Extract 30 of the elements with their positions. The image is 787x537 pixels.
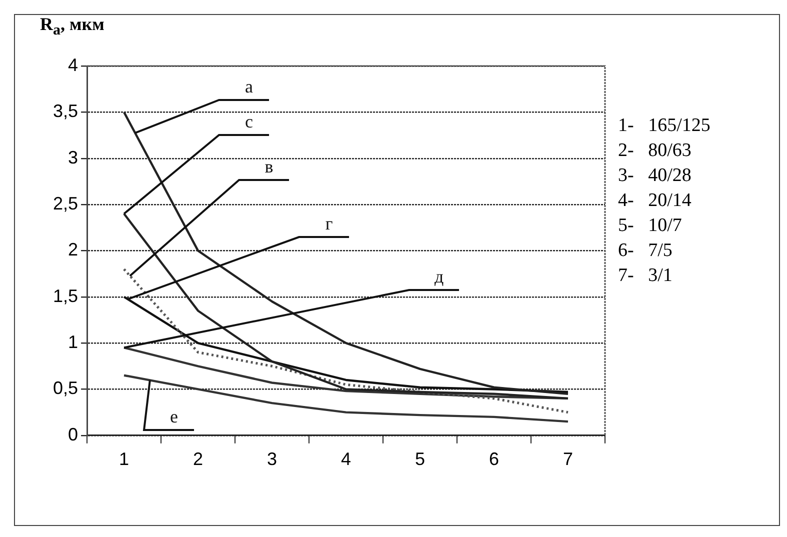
y-tick-label: 4 [68,54,78,75]
x-tick-label: 1 [119,449,130,470]
y-axis-title: R$_{a}$, мкм [40,14,104,40]
y-tick-label: 1 [68,332,78,352]
y-tick-label: 2,5 [52,193,78,214]
text: а [245,76,254,97]
series-label: е [170,406,178,427]
x-tick-label: 7 [562,449,574,470]
text: 4- 20/14 [618,189,692,213]
x-tick-label: 6 [488,449,500,470]
y-tick-label: 0,5 [52,378,78,398]
text: в [264,156,274,177]
y-tick-label: 3,5 [52,101,78,122]
text: 7- 3/1 [618,264,674,288]
y-tick-label: 3 [68,147,78,168]
x-tick-label: 5 [415,449,426,470]
text: 1- 165/125 [618,114,710,138]
text: 3- 40/28 [618,164,692,188]
y-tick-label: 0 [68,424,78,444]
x-tick-label: 2 [193,449,204,470]
x-tick-label: 3 [267,449,278,470]
x-tick-label: 4 [341,449,352,470]
y-tick-label: 2 [68,240,78,260]
y-tick-label: 1,5 [52,286,78,306]
text: 6- 7/5 [618,239,674,263]
text: 5- 10/7 [618,214,683,238]
text: д [434,266,444,287]
text: г [325,214,333,234]
text: с [245,112,254,132]
text: 2- 80/63 [618,139,692,163]
